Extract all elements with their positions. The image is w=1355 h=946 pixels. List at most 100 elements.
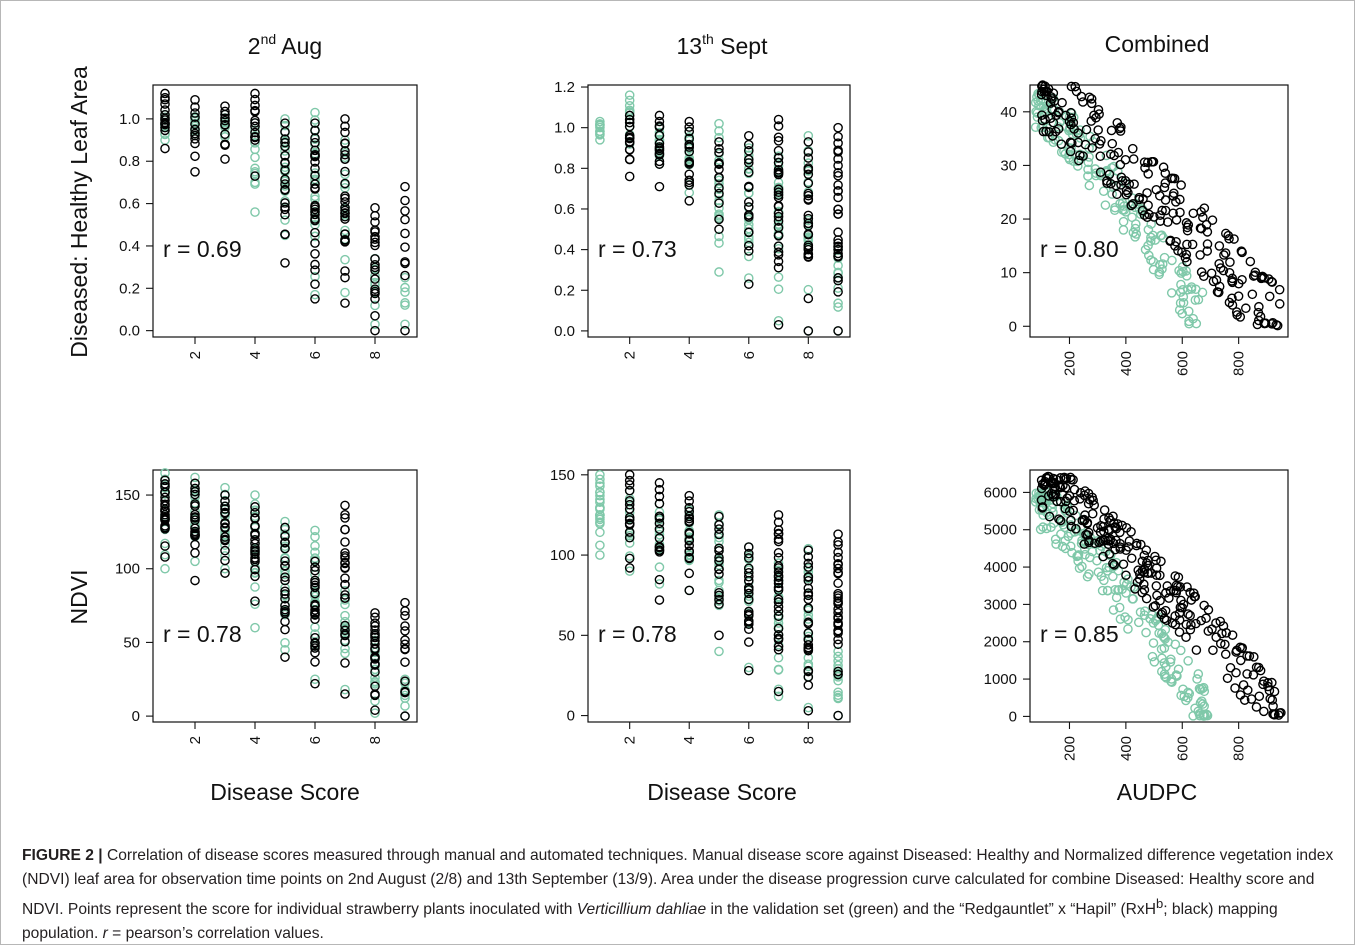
data-point	[400, 711, 410, 721]
data-point	[833, 693, 843, 704]
data-point	[280, 606, 290, 617]
data-point	[803, 562, 814, 572]
data-point	[1195, 710, 1205, 721]
data-point	[310, 184, 320, 194]
data-point	[1242, 669, 1252, 679]
data-point	[190, 151, 200, 162]
data-point	[400, 319, 410, 330]
data-point	[714, 545, 724, 556]
data-point	[773, 618, 784, 628]
data-point	[803, 603, 814, 614]
data-point	[190, 102, 200, 112]
data-point	[1128, 227, 1139, 238]
data-point	[340, 169, 350, 180]
data-point	[654, 498, 665, 509]
plot-frame	[152, 469, 418, 723]
data-point	[1235, 655, 1246, 666]
data-point	[1162, 581, 1173, 591]
data-point	[1080, 549, 1090, 560]
data-point	[400, 298, 410, 308]
data-point	[833, 690, 843, 701]
data-point	[624, 110, 635, 121]
data-point	[1095, 167, 1106, 178]
data-point	[1118, 559, 1129, 570]
data-point	[340, 648, 350, 659]
data-point	[1131, 219, 1141, 229]
xlabel-audpc: AUDPC	[1117, 779, 1198, 805]
data-point	[370, 234, 380, 245]
data-point	[1241, 303, 1251, 314]
data-point	[803, 284, 814, 295]
x-tick-label: 4	[681, 351, 698, 359]
data-point	[340, 610, 350, 621]
data-point	[1244, 651, 1255, 661]
data-point	[220, 106, 230, 117]
data-point	[1066, 81, 1077, 92]
data-point	[1131, 538, 1142, 549]
data-point	[1090, 164, 1101, 174]
x-tick-label: 8	[367, 351, 384, 359]
data-point	[803, 213, 814, 224]
data-point	[340, 266, 350, 276]
data-point	[190, 513, 200, 523]
data-point	[340, 500, 350, 511]
data-point	[160, 122, 170, 133]
data-point	[1182, 222, 1193, 233]
x-tick-label: 2	[187, 736, 204, 744]
data-point	[250, 135, 260, 145]
data-point	[1043, 491, 1054, 501]
data-point	[1193, 294, 1204, 305]
data-point	[280, 137, 290, 148]
data-point	[1095, 527, 1106, 537]
data-point	[1249, 652, 1259, 662]
data-point	[310, 556, 320, 567]
data-point	[743, 624, 754, 635]
data-point	[1083, 498, 1094, 509]
r-annotation: r = 0.73	[598, 236, 677, 262]
data-point	[1225, 257, 1235, 267]
data-point	[833, 563, 843, 574]
data-point	[220, 120, 230, 130]
data-point	[684, 506, 695, 517]
data-point	[1090, 538, 1100, 549]
data-point	[1166, 173, 1176, 184]
data-point	[1181, 218, 1192, 228]
data-point	[250, 115, 260, 126]
data-point	[743, 167, 754, 178]
data-point	[714, 267, 724, 277]
x-tick-label: 6	[741, 351, 758, 359]
y-tick-label: 40	[1000, 104, 1017, 121]
data-point	[340, 590, 350, 600]
data-point	[714, 646, 724, 657]
data-point	[743, 158, 754, 168]
data-point	[684, 196, 695, 206]
data-point	[250, 596, 260, 606]
data-point	[340, 298, 350, 308]
data-point	[400, 181, 410, 192]
panel-diseased-healthy-combined: 0 10 20 30 40 200 400 600 800 r = 0.80	[1000, 80, 1289, 376]
data-point	[833, 273, 843, 283]
data-point	[833, 651, 843, 662]
data-point	[773, 536, 784, 547]
data-point	[743, 553, 754, 563]
data-point	[1087, 143, 1098, 153]
data-point	[370, 677, 380, 687]
data-point	[743, 575, 754, 586]
data-point	[1169, 188, 1179, 199]
panel-diseased-healthy-aug: 0.0 0.2 0.4 0.6 0.8 1.0 2 4 6 8 r = 0.69	[119, 84, 418, 359]
data-point	[1167, 618, 1178, 628]
data-point	[160, 468, 170, 478]
data-point	[1113, 147, 1124, 158]
data-point	[595, 497, 605, 507]
data-point	[1220, 248, 1231, 258]
data-point	[1068, 505, 1079, 516]
x-tick-label: 8	[367, 736, 384, 744]
data-point	[370, 237, 380, 248]
data-point	[1120, 612, 1130, 622]
data-point	[1157, 259, 1168, 269]
data-point	[1091, 112, 1101, 123]
data-point	[743, 606, 754, 617]
data-point	[1108, 571, 1118, 582]
data-point	[310, 525, 320, 536]
data-point	[1037, 115, 1048, 126]
